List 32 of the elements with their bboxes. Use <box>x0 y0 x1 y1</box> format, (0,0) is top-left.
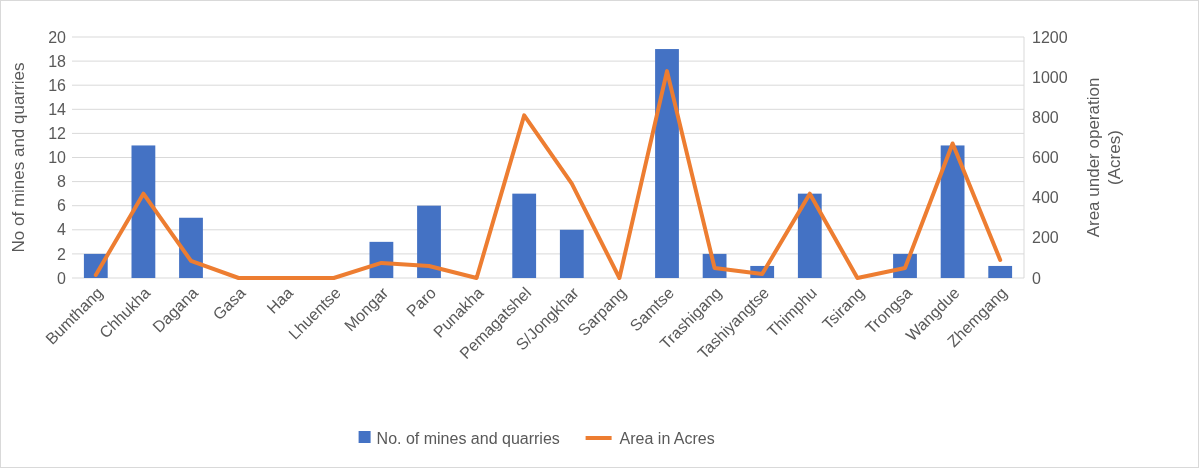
y2-tick-label: 0 <box>1032 269 1041 287</box>
y-tick-label: 20 <box>48 28 67 46</box>
bar <box>131 145 156 278</box>
y2-axis-title: Area under operation (Acres) <box>1084 77 1125 238</box>
bar <box>797 193 822 278</box>
y2-tick-label: 400 <box>1032 189 1059 207</box>
y-tick-label: 14 <box>48 100 67 118</box>
y-tick-label: 0 <box>57 269 67 287</box>
bar <box>512 193 537 278</box>
y2-tick-label: 1000 <box>1032 68 1068 86</box>
bar <box>655 49 679 278</box>
y-tick-label: 10 <box>48 149 67 167</box>
y-tick-label: 12 <box>48 125 67 142</box>
y2-tick-label: 600 <box>1032 149 1059 167</box>
y2-tick-label: 800 <box>1032 108 1059 126</box>
y-tick-label: 2 <box>57 245 67 263</box>
bar <box>988 265 1013 278</box>
y-tick-label: 6 <box>57 197 67 215</box>
legend-label: No. of mines and quarries <box>376 429 560 447</box>
y-tick-label: 8 <box>57 173 67 191</box>
line-series <box>93 69 1003 280</box>
y-tick-label: 18 <box>48 52 67 70</box>
bar <box>940 145 965 278</box>
bar <box>559 229 584 278</box>
bar <box>417 205 441 278</box>
y-tick-label: 4 <box>57 221 67 239</box>
y-tick-label: 16 <box>48 76 67 94</box>
y2-tick-label: 1200 <box>1032 28 1068 46</box>
y2-tick-label: 200 <box>1032 229 1059 247</box>
bar <box>179 217 203 278</box>
y-axis-title: No of mines and quarries <box>9 62 28 253</box>
legend-label: Area in Acres <box>619 429 715 447</box>
